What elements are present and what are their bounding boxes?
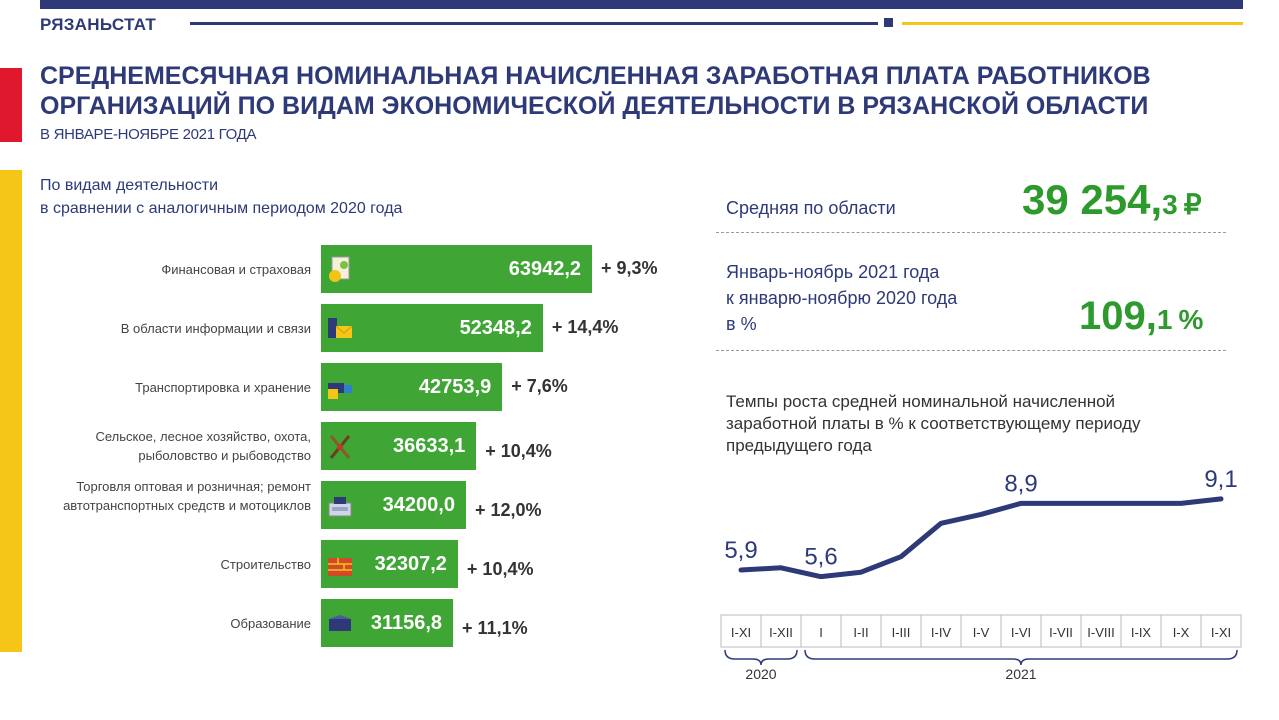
agriculture-tools-icon <box>326 432 354 460</box>
x-tick-label: I-X <box>1173 625 1190 640</box>
bar-category-label: Образование <box>230 615 311 631</box>
group-label: 2021 <box>1005 666 1036 682</box>
growth-value-main: 109, <box>1079 294 1157 338</box>
x-tick-label: I-II <box>853 625 868 640</box>
brand-label: РЯЗАНЬСТАТ <box>40 15 157 34</box>
stats-divider-1 <box>716 232 1226 233</box>
bar <box>321 422 477 470</box>
growth-label-line3: в % <box>726 314 757 334</box>
bar-value-label: 36633,1 <box>392 435 466 457</box>
growth-value: 109,1% <box>1079 294 1203 339</box>
x-tick-label: I-VIII <box>1087 625 1114 640</box>
x-tick-label: I-VII <box>1049 625 1073 640</box>
x-axis-cell <box>1200 614 1242 648</box>
truck-icon <box>326 373 354 401</box>
x-tick-label: I-III <box>892 625 911 640</box>
bar-category-label: Торговля оптовая и розничная; ремонт авт… <box>63 478 311 513</box>
group-brace <box>724 649 798 666</box>
yellow-accent-bar <box>0 170 22 652</box>
growth-label-line1: Январь-ноябрь 2021 года <box>726 262 940 282</box>
bar-change-label: + 14,4% <box>551 317 619 337</box>
bar <box>321 245 592 293</box>
bar-value-label: 42753,9 <box>418 376 492 398</box>
growth-value-decimal: 1 <box>1156 304 1173 335</box>
bar-value-label: 63942,2 <box>508 258 581 280</box>
computer-mail-icon <box>326 314 354 342</box>
bar-value-label: 32307,2 <box>374 553 447 575</box>
growth-label-line2: к январю-ноябрю 2020 года <box>726 288 958 308</box>
top-bar <box>40 0 1243 9</box>
page-title-line1: СРЕДНЕМЕСЯЧНАЯ НОМИНАЛЬНАЯ НАЧИСЛЕННАЯ З… <box>40 62 1151 90</box>
sector-note-line2: в сравнении с аналогичным периодом 2020 … <box>40 200 403 217</box>
bar-change-label: + 9,3% <box>601 258 658 278</box>
bar-category-label: Строительство <box>220 556 311 572</box>
x-tick-label: I-IV <box>931 625 952 640</box>
book-icon <box>326 609 354 637</box>
x-tick-label: I-XI <box>1211 625 1231 640</box>
avg-value: 39 254,3 ₽ <box>1022 176 1202 224</box>
bar-category-label: Сельское, лесное хозяйство, охота, рыбол… <box>95 429 311 463</box>
money-document-icon <box>326 255 354 283</box>
header-divider-blue <box>190 22 878 25</box>
bar-category-label: В области информации и связи <box>120 320 311 336</box>
bar-change-label: + 7,6% <box>511 376 568 396</box>
data-label: 5,6 <box>804 544 837 571</box>
page-subtitle: В ЯНВАРЕ-НОЯБРЕ 2021 ГОДА <box>40 126 257 143</box>
currency-icon: ₽ <box>1183 189 1202 220</box>
x-tick-label: I-V <box>973 625 990 640</box>
red-accent-bar <box>0 68 22 142</box>
header-divider-square <box>884 18 893 27</box>
data-label: 5,9 <box>724 537 757 564</box>
line-chart-caption: Темпы роста средней номинальной начислен… <box>726 392 1141 455</box>
sector-note-line1: По видам деятельности <box>40 177 219 194</box>
group-brace <box>804 649 1238 666</box>
avg-label: Средняя по области <box>726 198 896 218</box>
x-tick-label: I-XII <box>769 625 793 640</box>
header-divider-yellow <box>902 22 1243 25</box>
data-label: 9,1 <box>1204 466 1237 493</box>
bar-value-label: 31156,8 <box>370 612 443 634</box>
bar-category-label: Финансовая и страховая <box>161 261 311 277</box>
bar-change-label: + 12,0% <box>474 500 542 520</box>
bar-change-label: + 10,4% <box>485 441 552 461</box>
bar-value-label: 34200,0 <box>382 494 455 516</box>
bar-change-label: + 10,4% <box>466 559 534 579</box>
page-title-line2: ОРГАНИЗАЦИЙ ПО ВИДАМ ЭКОНОМИЧЕСКОЙ ДЕЯТЕ… <box>40 92 1149 120</box>
x-tick-label: I-VI <box>1011 625 1031 640</box>
bricks-icon <box>326 550 354 578</box>
group-label: 2020 <box>745 666 776 682</box>
growth-value-unit: % <box>1178 304 1204 335</box>
bar-change-label: + 11,1% <box>462 618 528 638</box>
x-tick-label: I <box>819 625 823 640</box>
avg-value-decimal: 3 <box>1162 189 1178 220</box>
bar-value-label: 52348,2 <box>459 317 532 339</box>
avg-value-main: 39 254, <box>1022 176 1163 223</box>
growth-line-chart: I-XI I-XII I I-II I-III I-IV I-V I-VI I-VII I-VII… <box>720 466 1242 682</box>
x-tick-label: I-IX <box>1131 625 1152 640</box>
bar-category-label: Транспортировка и хранение <box>135 379 311 395</box>
bar <box>321 304 543 352</box>
stats-divider-2 <box>716 350 1226 351</box>
data-label: 8,9 <box>1004 470 1037 497</box>
x-tick-label: I-XI <box>731 625 751 640</box>
cash-register-icon <box>326 491 354 519</box>
